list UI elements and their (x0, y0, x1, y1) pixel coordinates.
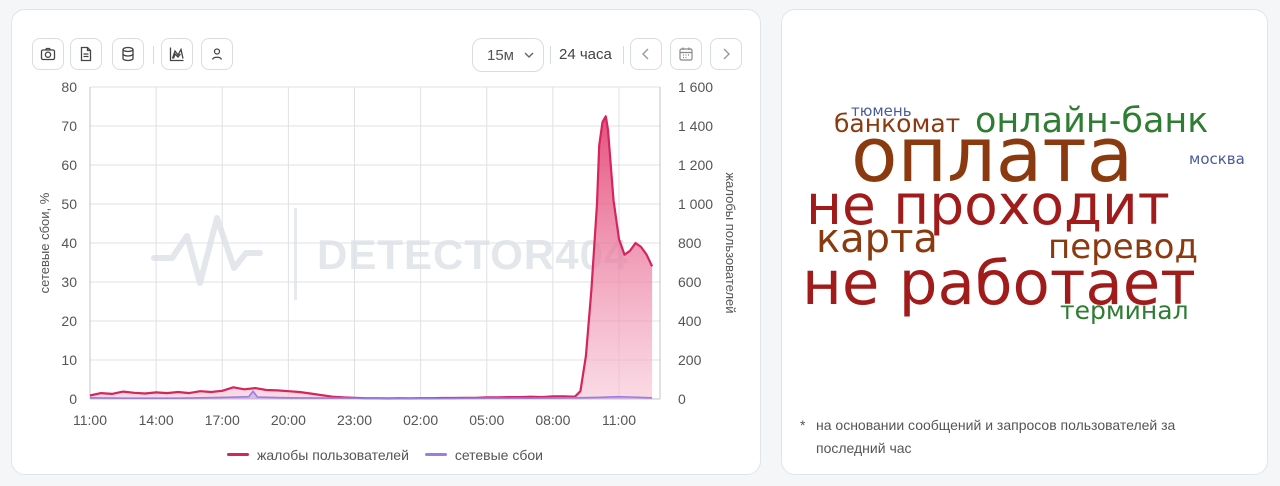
chart-legend: жалобы пользователей сетевые сбои (227, 443, 555, 463)
report-button[interactable] (70, 38, 102, 70)
series-network-failures-line (89, 390, 653, 400)
watermark: DETECTOR404 (142, 208, 627, 303)
legend-network-failures[interactable]: сетевые сбои (424, 446, 543, 463)
toolbar-divider (550, 46, 551, 64)
screenshot-button[interactable] (32, 38, 64, 70)
chevron-right-icon (723, 48, 730, 60)
word-ne-rabotaet[interactable]: не работает (802, 248, 1196, 319)
word-terminal[interactable]: терминал (1060, 296, 1189, 325)
word-moskva[interactable]: москва (1189, 150, 1245, 168)
database-button[interactable] (112, 38, 144, 70)
series-complaints-line (89, 115, 654, 400)
y-left-tick-label: 60 (61, 157, 77, 173)
word-tyumen[interactable]: тюмень (851, 102, 912, 120)
y-right-axis-title: жалобы пользователей (723, 172, 738, 313)
legend-network-label: сетевые сбои (454, 446, 543, 463)
x-tick-label: 05:00 (469, 412, 504, 428)
user-icon (211, 48, 223, 60)
pulse-logo-icon (151, 215, 263, 286)
camera-icon (40, 47, 56, 61)
y-right-tick-label: 1 600 (678, 79, 713, 95)
calendar-icon (679, 47, 693, 61)
y-left-tick-label: 50 (61, 196, 77, 212)
x-tick-label: 02:00 (403, 412, 438, 428)
legend-complaints[interactable]: жалобы пользователей (227, 447, 409, 463)
y-right-tick-label: 0 (678, 391, 686, 407)
word-perevod[interactable]: перевод (1048, 227, 1198, 267)
x-tick-label: 11:00 (602, 412, 636, 428)
interval-select[interactable]: 15м (472, 38, 544, 72)
legend-complaints-label: жалобы пользователей (257, 446, 409, 463)
chart-toolbar: 15м 24 часа (32, 38, 742, 72)
word-bankomat[interactable]: банкомат (834, 109, 961, 138)
y-left-tick-label: 80 (61, 79, 77, 95)
toolbar-divider (623, 46, 624, 64)
document-icon (80, 46, 92, 62)
y-right-tick-label: 800 (678, 235, 702, 251)
y-right-tick-label: 400 (678, 313, 702, 329)
y-left-tick-label: 10 (61, 352, 77, 368)
interval-value: 15м (487, 46, 514, 64)
outage-chart: 0 0 10 200 20 400 30 600 40 800 50 1 000 60 1 200 70 1 … (37, 79, 738, 428)
word-cloud-card: тюмень банкомат онлайн-банк оплата москв… (781, 9, 1268, 475)
previous-period-button[interactable] (630, 38, 662, 70)
chevron-left-icon (642, 48, 649, 60)
watermark-text: DETECTOR404 (317, 231, 629, 278)
y-right-tick-label: 200 (678, 352, 702, 368)
x-tick-label: 14:00 (139, 412, 174, 428)
y-left-tick-label: 20 (61, 313, 77, 329)
area-chart-icon (169, 47, 184, 62)
period-label[interactable]: 24 часа (559, 46, 612, 63)
x-tick-label: 23:00 (337, 412, 372, 428)
chart-card: 15м 24 часа DETECTOR404 0 0 10 200 20 400 30 60… (11, 9, 761, 475)
y-right-tick-label: 1 200 (678, 157, 713, 173)
legend-network-swatch (424, 453, 447, 456)
y-right-tick-label: 1 400 (678, 118, 713, 134)
word-oplata[interactable]: оплата (851, 110, 1134, 199)
chevron-down-icon (524, 52, 534, 58)
chart-type-button[interactable] (161, 38, 193, 70)
word-cloud: тюмень банкомат онлайн-банк оплата москв… (782, 10, 1269, 476)
x-tick-label: 08:00 (535, 412, 570, 428)
y-right-tick-label: 1 000 (678, 196, 713, 212)
word-karta[interactable]: карта (816, 216, 938, 262)
y-left-tick-label: 30 (61, 274, 77, 290)
x-tick-label: 20:00 (271, 412, 306, 428)
legend-complaints-swatch (227, 453, 249, 456)
y-left-tick-label: 40 (61, 235, 77, 251)
y-left-axis-title: сетевые сбои, % (37, 192, 52, 293)
y-left-tick-label: 70 (61, 118, 77, 134)
note-marker: * (800, 417, 806, 433)
series-complaints-area (90, 116, 653, 400)
y-left-tick-label: 0 (69, 391, 77, 407)
x-tick-label: 17:00 (205, 412, 240, 428)
calendar-button[interactable] (670, 38, 702, 70)
database-icon (122, 46, 134, 62)
word-online-bank[interactable]: онлайн-банк (975, 101, 1209, 141)
word-cloud-note: * на основании сообщений и запросов поль… (800, 414, 1240, 460)
note-text: на основании сообщений и запросов пользо… (816, 417, 1176, 456)
next-period-button[interactable] (710, 38, 742, 70)
watermark-divider (294, 208, 297, 300)
word-ne-prohodit[interactable]: не проходит (806, 173, 1170, 237)
toolbar-divider (153, 46, 154, 64)
x-tick-label: 11:00 (73, 412, 107, 428)
y-right-tick-label: 600 (678, 274, 702, 290)
user-button[interactable] (201, 38, 233, 70)
